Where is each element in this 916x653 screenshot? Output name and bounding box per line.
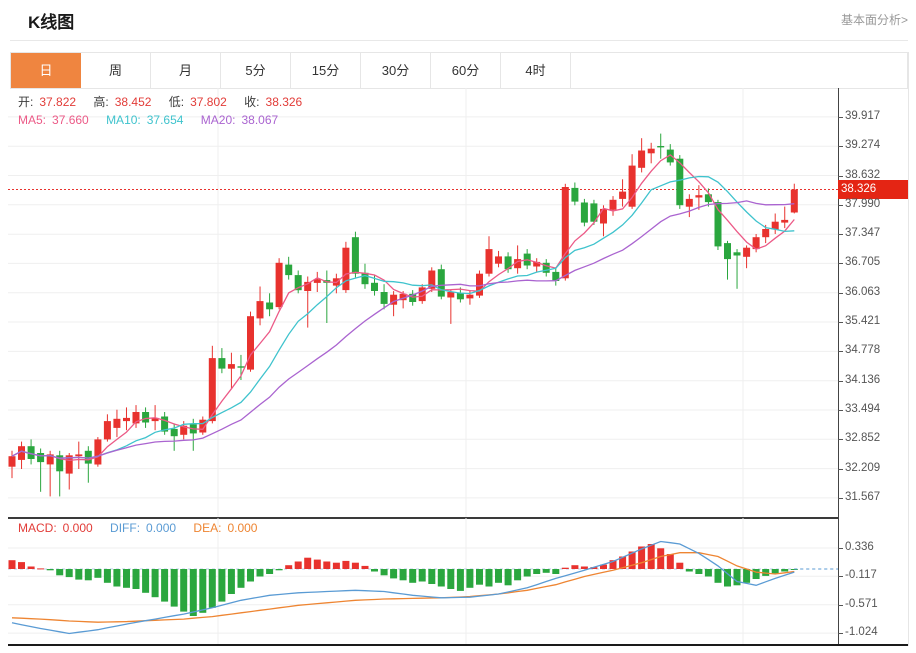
interval-tab-bar: 日 周 月 5分 15分 30分 60分 4时	[10, 52, 908, 89]
axis-tick-mark	[838, 576, 843, 578]
axis-tick-mark	[838, 351, 843, 353]
low-label: 低:	[168, 95, 185, 109]
ma10-value: 37.654	[146, 113, 184, 127]
price-axis-label: 37.990	[845, 197, 881, 210]
axis-tick-mark	[838, 116, 843, 118]
page-title: K线图	[28, 13, 75, 32]
diff-value: 0.000	[146, 521, 177, 535]
tab-60min[interactable]: 60分	[431, 53, 501, 88]
macd-legend: MACD: 0.000 DIFF: 0.000 DEA: 0.000	[18, 521, 263, 535]
current-price-tag: 38.326	[838, 180, 908, 199]
title-divider	[10, 40, 908, 41]
axis-tick-mark	[838, 468, 843, 470]
macd-axis-label: -1.024	[845, 626, 878, 639]
bottom-axis-line	[8, 644, 908, 646]
macd-value: 0.000	[62, 521, 93, 535]
axis-tick-mark	[838, 204, 843, 206]
price-axis-label: 32.852	[845, 432, 881, 445]
high-label: 高:	[93, 95, 109, 109]
close-label: 收:	[244, 95, 260, 109]
price-axis-label: 39.917	[845, 109, 881, 122]
price-axis-label: 35.421	[845, 315, 881, 328]
price-axis-label: 34.136	[845, 373, 881, 386]
price-axis-label: 31.567	[845, 490, 881, 503]
low-value: 37.802	[190, 95, 227, 109]
open-label: 开:	[18, 95, 34, 109]
axis-tick-mark	[838, 146, 843, 148]
tab-month[interactable]: 月	[151, 53, 221, 88]
right-axis-line	[838, 88, 839, 646]
price-axis: 38.326 39.917 39.274 38.632 37.990 37.347 36.…	[838, 88, 916, 646]
tab-30min[interactable]: 30分	[361, 53, 431, 88]
axis-tick-mark	[838, 234, 843, 236]
tab-5min[interactable]: 5分	[221, 53, 291, 88]
diff-label: DIFF:	[110, 521, 141, 535]
axis-tick-mark	[838, 292, 843, 294]
price-axis-label: 36.063	[845, 285, 881, 298]
price-chart-svg	[8, 88, 838, 518]
macd-axis-label: -0.117	[845, 569, 877, 582]
axis-tick-mark	[838, 439, 843, 441]
ma10-label: MA10:	[106, 113, 141, 127]
price-axis-label: 37.347	[845, 227, 881, 240]
axis-tick-mark	[838, 409, 843, 411]
axis-tick-mark	[838, 547, 843, 549]
tab-4hour[interactable]: 4时	[501, 53, 571, 88]
axis-tick-mark	[838, 263, 843, 265]
macd-axis-label: 0.336	[845, 540, 874, 553]
price-axis-label: 38.632	[845, 168, 881, 181]
ma20-value: 38.067	[241, 113, 279, 127]
dea-value: 0.000	[227, 521, 258, 535]
macd-axis-label: -0.571	[845, 597, 878, 610]
price-chart-canvas[interactable]	[8, 88, 838, 518]
axis-tick-mark	[838, 322, 843, 324]
axis-tick-mark	[838, 497, 843, 499]
price-axis-label: 32.209	[845, 461, 881, 474]
macd-chart-canvas[interactable]	[8, 518, 838, 648]
chart-top-border	[10, 88, 908, 89]
ma5-value: 37.660	[52, 113, 89, 127]
axis-tick-mark	[838, 175, 843, 177]
price-axis-label: 33.494	[845, 402, 881, 415]
price-axis-label: 36.705	[845, 256, 881, 269]
pane-separator	[8, 517, 838, 519]
axis-tick-mark	[838, 380, 843, 382]
dea-label: DEA:	[193, 521, 222, 535]
ma5-label: MA5:	[18, 113, 47, 127]
price-axis-label: 39.274	[845, 139, 881, 152]
tab-day[interactable]: 日	[11, 53, 81, 88]
macd-label: MACD:	[18, 521, 57, 535]
tab-week[interactable]: 周	[81, 53, 151, 88]
ohlc-legend: 开: 37.822 高: 38.452 低: 37.802 收: 38.326	[18, 93, 308, 110]
axis-tick-mark	[838, 633, 843, 635]
open-value: 37.822	[39, 95, 77, 109]
tab-15min[interactable]: 15分	[291, 53, 361, 88]
widget-right-border	[908, 52, 909, 646]
high-value: 38.452	[114, 95, 152, 109]
price-axis-label: 34.778	[845, 344, 881, 357]
macd-chart-svg	[8, 518, 838, 644]
fundamental-analysis-link[interactable]: 基本面分析>	[840, 13, 908, 27]
ma20-label: MA20:	[200, 113, 236, 127]
axis-tick-mark	[838, 604, 843, 606]
ma-legend: MA5: 37.660 MA10: 37.654 MA20: 38.067	[18, 113, 284, 127]
close-value: 38.326	[265, 95, 303, 109]
